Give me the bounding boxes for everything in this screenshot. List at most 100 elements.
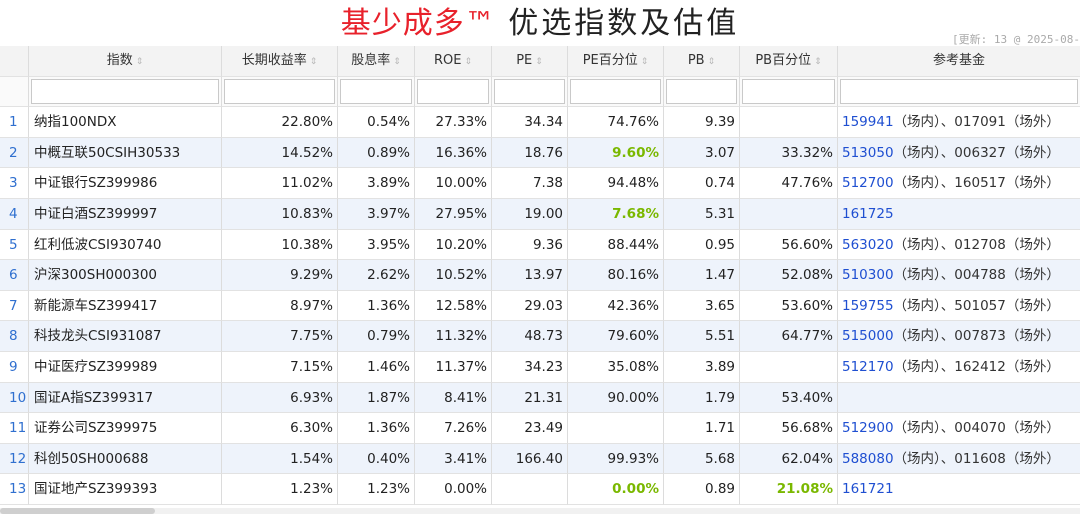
page-title: 基少成多™ 优选指数及估值 xyxy=(0,2,1080,46)
long-term-yield: 1.23% xyxy=(222,474,338,505)
reference-fund: 513050（场内）、006327（场外） xyxy=(838,137,1080,169)
index-name: 科创50SH000688 xyxy=(29,443,222,475)
sort-arrows-icon[interactable]: ⇕ xyxy=(707,57,716,67)
fund-code-link[interactable]: 512170 xyxy=(842,358,894,375)
sort-arrows-icon[interactable]: ⇕ xyxy=(393,57,401,67)
scrollbar-thumb[interactable] xyxy=(0,508,155,514)
filter-index-input[interactable] xyxy=(31,78,219,104)
header-pb[interactable]: PB ⇕ xyxy=(664,46,740,77)
sort-arrows-icon[interactable]: ⇕ xyxy=(135,57,144,67)
reference-fund: 515000（场内）、007873（场外） xyxy=(838,321,1080,352)
pe-percentile: 74.76% xyxy=(568,107,664,138)
row-number: 1 xyxy=(0,107,29,138)
row-number: 7 xyxy=(0,290,29,322)
filter-pb-percentile-input[interactable] xyxy=(742,78,835,104)
table-row[interactable]: 7 新能源车SZ399417 8.97% 1.36% 12.58% 29.03 42.36%… xyxy=(0,290,1080,322)
index-name: 中概互联50CSIH30533 xyxy=(29,137,222,169)
brand-title: 基少成多™ xyxy=(340,6,496,41)
table-row[interactable]: 11 证券公司SZ399975 6.30% 1.36% 7.26% 23.49 1.71 56… xyxy=(0,413,1080,444)
table-row[interactable]: 8 科技龙头CSI931087 7.75% 0.79% 11.32% 48.73 79.60… xyxy=(0,321,1080,352)
reference-fund: 588080（场内）、011608（场外） xyxy=(838,443,1080,475)
table-row[interactable]: 2 中概互联50CSIH30533 14.52% 0.89% 16.36% 18.76 9.… xyxy=(0,137,1080,169)
pe-value: 34.34 xyxy=(492,107,568,138)
table-row[interactable]: 10 国证A指SZ399317 6.93% 1.87% 8.41% 21.31 90.00%… xyxy=(0,382,1080,414)
row-number: 2 xyxy=(0,137,29,169)
header-pb-percentile[interactable]: PB百分位 ⇕ xyxy=(740,46,838,77)
dividend-yield: 3.97% xyxy=(338,198,415,230)
fund-detail-text: （场内）、011608（场外） xyxy=(893,450,1060,467)
row-number: 10 xyxy=(0,382,29,414)
fund-detail-text: （场内）、017091（场外） xyxy=(893,114,1060,131)
pe-percentile: 80.16% xyxy=(568,260,664,291)
dividend-yield: 0.54% xyxy=(338,107,415,138)
index-name: 证券公司SZ399975 xyxy=(29,413,222,444)
table-row[interactable]: 12 科创50SH000688 1.54% 0.40% 3.41% 166.40 99.93… xyxy=(0,443,1080,475)
table-row[interactable]: 3 中证银行SZ399986 11.02% 3.89% 10.00% 7.38 94.48%… xyxy=(0,168,1080,199)
table-row[interactable]: 9 中证医疗SZ399989 7.15% 1.46% 11.37% 34.23 35.08%… xyxy=(0,351,1080,383)
filter-row xyxy=(0,76,1080,108)
sort-arrows-icon[interactable]: ⇕ xyxy=(814,57,822,67)
sort-arrows-icon[interactable]: ⇕ xyxy=(640,57,649,67)
fund-code-link[interactable]: 161721 xyxy=(842,481,894,498)
fund-code-link[interactable]: 512700 xyxy=(842,175,894,192)
filter-pb-input[interactable] xyxy=(666,78,737,104)
table-row[interactable]: 6 沪深300SH000300 9.29% 2.62% 10.52% 13.97 80.16… xyxy=(0,260,1080,291)
filter-fund-input[interactable] xyxy=(840,78,1078,104)
fund-code-link[interactable]: 159755 xyxy=(842,297,894,314)
header-pe-percentile[interactable]: PE百分位 ⇕ xyxy=(568,46,664,77)
reference-fund: 159755（场内）、501057（场外） xyxy=(838,291,1080,322)
pb-percentile: 21.08% xyxy=(740,474,838,505)
filter-yield-input[interactable] xyxy=(224,78,335,104)
sort-arrows-icon[interactable]: ⇕ xyxy=(464,57,473,67)
fund-code-link[interactable]: 588080 xyxy=(842,450,894,467)
dividend-yield: 2.62% xyxy=(338,260,415,291)
pb-value: 3.89 xyxy=(664,351,740,383)
long-term-yield: 11.02% xyxy=(222,168,338,199)
filter-dividend-input[interactable] xyxy=(340,78,412,104)
sort-arrows-icon[interactable]: ⇕ xyxy=(535,57,543,67)
horizontal-scrollbar[interactable] xyxy=(0,508,1080,514)
dividend-yield: 0.89% xyxy=(338,137,415,169)
table-row[interactable]: 1 纳指100NDX 22.80% 0.54% 27.33% 34.34 74.76% 9.3… xyxy=(0,107,1080,138)
fund-code-link[interactable]: 161725 xyxy=(842,205,894,222)
table-row[interactable]: 5 红利低波CSI930740 10.38% 3.95% 10.20% 9.36 88.44… xyxy=(0,229,1080,261)
pb-percentile: 47.76% xyxy=(740,168,838,199)
pe-value: 48.73 xyxy=(492,321,568,352)
fund-code-link[interactable]: 510300 xyxy=(842,267,894,284)
pe-percentile: 7.68% xyxy=(568,198,664,230)
pe-value: 29.03 xyxy=(492,290,568,322)
header-dividend[interactable]: 股息率 ⇕ xyxy=(338,46,415,77)
fund-code-link[interactable]: 159941 xyxy=(842,114,894,131)
pb-percentile: 62.04% xyxy=(740,443,838,475)
pe-percentile: 0.00% xyxy=(568,474,664,505)
filter-roe-input[interactable] xyxy=(417,78,489,104)
roe-value: 12.58% xyxy=(415,290,492,322)
header-roe[interactable]: ROE ⇕ xyxy=(415,46,492,77)
header-pe[interactable]: PE ⇕ xyxy=(492,46,568,77)
pe-percentile: 94.48% xyxy=(568,168,664,199)
sort-arrows-icon[interactable]: ⇕ xyxy=(309,57,318,67)
header-long-term-yield[interactable]: 长期收益率 ⇕ xyxy=(222,46,338,77)
index-name: 沪深300SH000300 xyxy=(29,260,222,291)
fund-code-link[interactable]: 512900 xyxy=(842,420,894,437)
fund-detail-text: （场内）、004788（场外） xyxy=(893,267,1060,284)
table-body: 1 纳指100NDX 22.80% 0.54% 27.33% 34.34 74.76% 9.3… xyxy=(0,107,1080,505)
filter-pe-percentile-input[interactable] xyxy=(570,78,661,104)
fund-code-link[interactable]: 513050 xyxy=(842,144,894,161)
pb-value: 3.07 xyxy=(664,137,740,169)
filter-pe-input[interactable] xyxy=(494,78,565,104)
pb-value: 9.39 xyxy=(664,107,740,138)
fund-detail-text: （场内）、006327（场外） xyxy=(893,144,1060,161)
pe-value: 9.36 xyxy=(492,229,568,261)
table-row[interactable]: 4 中证白酒SZ399997 10.83% 3.97% 27.95% 19.00 7.68%… xyxy=(0,198,1080,230)
pb-percentile: 64.77% xyxy=(740,321,838,352)
pe-percentile: 90.00% xyxy=(568,382,664,414)
fund-code-link[interactable]: 515000 xyxy=(842,328,894,345)
pe-value xyxy=(492,474,568,505)
fund-code-link[interactable]: 563020 xyxy=(842,236,894,253)
header-index[interactable]: 指数 ⇕ xyxy=(29,46,222,77)
reference-fund: 512170（场内）、162412（场外） xyxy=(838,352,1080,383)
pe-percentile: 42.36% xyxy=(568,290,664,322)
table-row[interactable]: 13 国证地产SZ399393 1.23% 1.23% 0.00% 0.00% 0.89 21… xyxy=(0,474,1080,505)
pe-value: 7.38 xyxy=(492,168,568,199)
